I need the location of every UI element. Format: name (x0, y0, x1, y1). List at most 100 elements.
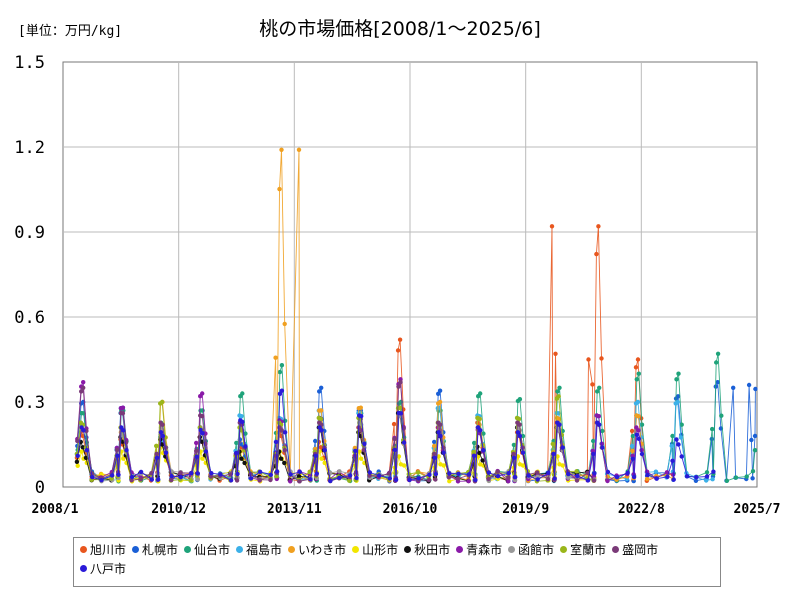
data-point (473, 477, 478, 483)
data-point (752, 448, 758, 453)
data-point (566, 471, 571, 477)
data-point (200, 456, 205, 461)
data-point (138, 477, 143, 482)
data-point (234, 450, 239, 456)
data-point (115, 453, 120, 458)
data-point (129, 474, 135, 480)
data-point (376, 473, 382, 478)
data-point (296, 474, 302, 479)
legend-label: いわき市 (298, 543, 347, 557)
data-point (129, 478, 134, 483)
data-point (553, 351, 558, 356)
data-point (209, 471, 214, 476)
chart-title: 桃の市場価格[2008/1～2025/6] (259, 18, 541, 40)
data-point (629, 428, 635, 434)
data-point (359, 456, 364, 461)
data-point (631, 474, 637, 480)
data-point (486, 476, 491, 482)
data-point (591, 438, 596, 444)
y-tick-label: 0 (35, 478, 45, 498)
data-point (574, 469, 579, 474)
data-point (279, 363, 285, 368)
data-point (195, 477, 200, 482)
data-point (194, 448, 199, 454)
data-point (511, 455, 517, 460)
data-point (358, 405, 363, 410)
data-point (159, 399, 165, 405)
data-point (636, 414, 641, 419)
data-point (116, 472, 121, 477)
data-point (746, 382, 752, 388)
legend-item: 札幌市 (132, 541, 178, 560)
data-point (114, 447, 120, 453)
data-point (710, 426, 715, 432)
data-point (710, 477, 715, 482)
data-point (511, 442, 517, 448)
data-point (120, 405, 126, 410)
data-point (596, 414, 601, 419)
legend-label: 福島市 (246, 543, 283, 557)
legend-label: 山形市 (362, 543, 399, 557)
data-point (639, 422, 645, 427)
data-point (198, 427, 203, 433)
data-point (124, 448, 129, 453)
data-point (590, 382, 595, 387)
data-point (535, 477, 540, 482)
data-point (477, 450, 482, 456)
data-point (566, 475, 571, 480)
data-point (79, 449, 84, 454)
data-point (297, 479, 302, 484)
data-point (675, 394, 681, 399)
data-point (670, 458, 675, 463)
legend-item: 八戸市 (80, 560, 126, 579)
data-point (392, 436, 397, 442)
data-point (535, 470, 540, 475)
data-point (455, 476, 461, 481)
data-point (752, 433, 758, 439)
data-point (432, 439, 437, 445)
data-point (397, 405, 403, 410)
data-point (437, 422, 443, 427)
data-point (665, 474, 670, 479)
legend-item: 仙台市 (184, 541, 230, 560)
data-point (630, 448, 635, 454)
data-point (354, 475, 359, 481)
data-point (472, 440, 477, 446)
data-point (552, 476, 557, 481)
legend-marker (80, 565, 87, 572)
data-point (433, 477, 438, 482)
data-point (154, 451, 159, 457)
data-point (367, 473, 372, 478)
data-point (669, 443, 674, 449)
data-point (328, 478, 333, 484)
data-point (158, 430, 164, 435)
data-point (630, 456, 636, 461)
data-point (248, 476, 254, 481)
data-point (273, 439, 279, 445)
data-point (678, 435, 684, 440)
data-point (319, 456, 324, 461)
data-point (645, 472, 650, 478)
data-point (634, 432, 639, 437)
data-point (709, 436, 714, 442)
data-point (257, 469, 263, 474)
data-point (512, 474, 518, 480)
data-point (319, 408, 324, 413)
data-point (471, 449, 476, 455)
legend-item: 盛岡市 (612, 541, 658, 560)
x-tick-label: 2019/9 (502, 502, 549, 517)
data-point (574, 478, 580, 483)
legend-marker (560, 546, 568, 553)
data-point (194, 454, 199, 459)
data-point (268, 477, 273, 483)
legend-item: 福島市 (236, 541, 282, 560)
data-point (456, 471, 461, 476)
data-point (121, 428, 126, 433)
legend-marker (508, 546, 516, 553)
data-point (90, 474, 95, 480)
data-point (200, 391, 205, 396)
data-point (121, 456, 126, 461)
data-point (218, 472, 223, 477)
unit-label: [単位：万円/kg] (18, 24, 123, 39)
data-point (614, 475, 620, 480)
